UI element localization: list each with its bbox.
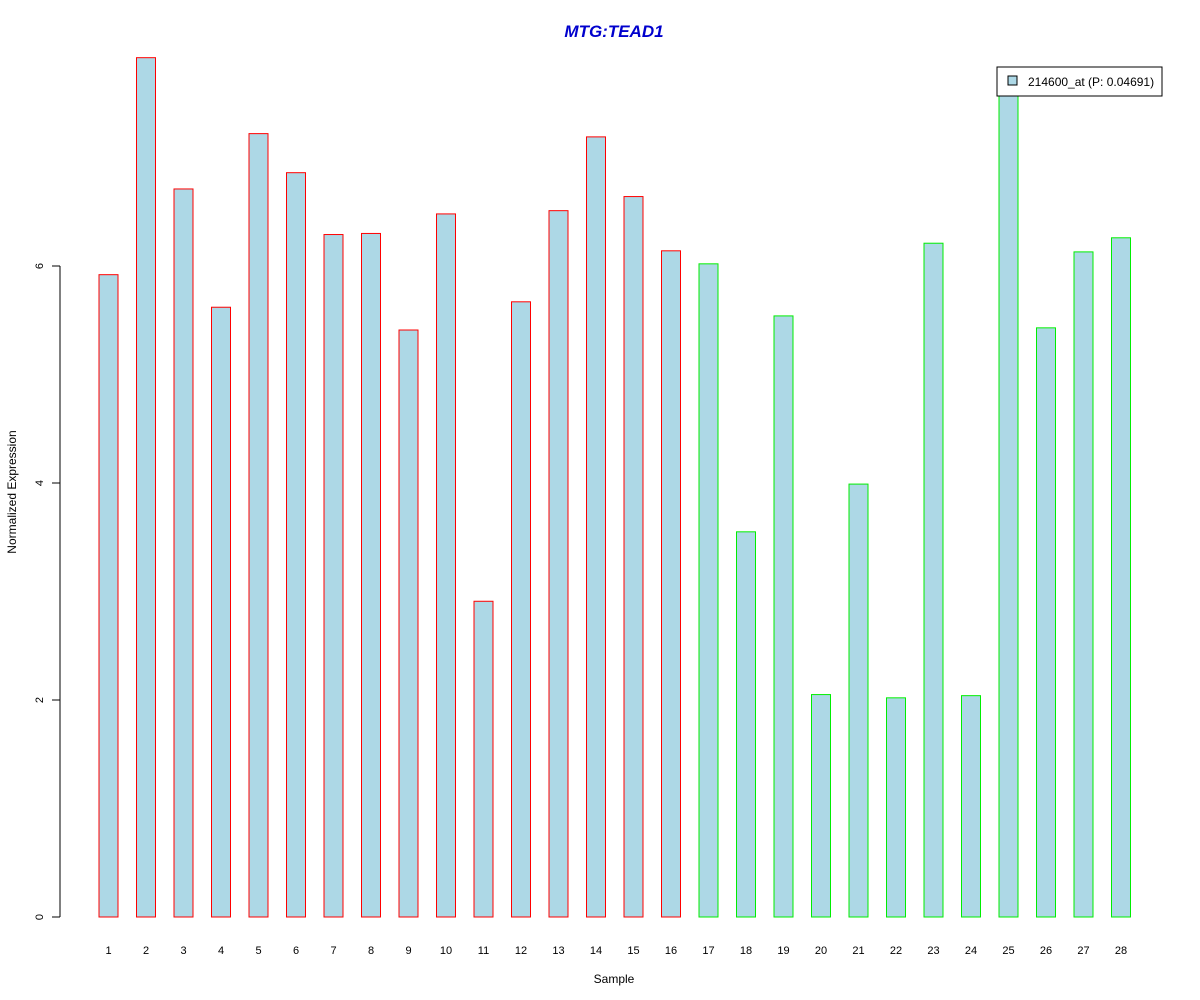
x-tick-label: 23 [927, 945, 939, 957]
x-tick-label: 18 [740, 945, 752, 957]
x-tick-label: 24 [965, 945, 977, 957]
bar-sample-12 [511, 301, 531, 918]
bar-sample-11 [473, 600, 494, 918]
bar-sample-6 [286, 172, 306, 918]
y-tick-label: 0 [34, 914, 46, 920]
bar-sample-23 [923, 242, 944, 918]
bar-sample-26 [1036, 327, 1056, 918]
bar-sample-4 [211, 306, 231, 918]
x-tick-label: 26 [1040, 945, 1052, 957]
x-tick-label: 25 [1002, 945, 1014, 957]
x-tick-label: 8 [368, 945, 374, 957]
bar-sample-27 [1073, 251, 1094, 918]
x-tick-label: 11 [478, 945, 489, 957]
x-tick-label: 28 [1115, 945, 1127, 957]
x-tick-label: 14 [590, 945, 602, 957]
bar-sample-5 [248, 133, 269, 918]
bar-sample-2 [136, 57, 156, 918]
legend-label: 214600_at (P: 0.04691) [1028, 75, 1154, 89]
x-tick-label: 20 [815, 945, 827, 957]
y-tick-label: 2 [34, 697, 46, 703]
bar-sample-16 [661, 250, 681, 918]
bar-sample-8 [361, 232, 381, 918]
x-tick-labels: 1 2 3 4 5 6 7 8 9 10 11 12 13 14 15 16 17 18 19 20 21 22 23 24 2… [105, 945, 1127, 957]
bar-sample-28 [1111, 237, 1131, 918]
bar-sample-20 [811, 694, 831, 918]
x-tick-label: 19 [777, 945, 789, 957]
bar-sample-13 [548, 210, 569, 918]
x-tick-label: 21 [852, 945, 864, 957]
x-axis-label: Sample [594, 972, 635, 986]
legend: 214600_at (P: 0.04691) [996, 66, 1163, 97]
bar-sample-14 [586, 136, 606, 918]
bar-sample-25 [998, 86, 1019, 918]
bar-sample-24 [961, 695, 981, 918]
x-tick-label: 17 [702, 945, 714, 957]
y-axis-label: Normalized Expression [5, 430, 19, 553]
x-tick-label: 6 [293, 945, 299, 957]
x-tick-label: 13 [552, 945, 564, 957]
x-tick-label: 3 [180, 945, 186, 957]
bar-sample-18 [736, 531, 756, 918]
legend-swatch [1007, 75, 1018, 86]
x-tick-label: 9 [405, 945, 411, 957]
x-tick-label: 16 [665, 945, 677, 957]
bar-sample-15 [623, 196, 644, 918]
y-tick-label: 6 [34, 263, 46, 269]
bar-sample-21 [848, 483, 869, 918]
chart-title: MTG:TEAD1 [564, 22, 663, 41]
x-tick-label: 1 [105, 945, 111, 957]
legend-box [996, 66, 1163, 97]
bar-sample-1 [98, 274, 119, 918]
bar-sample-7 [323, 234, 344, 918]
x-tick-label: 2 [143, 945, 149, 957]
x-tick-label: 5 [255, 945, 261, 957]
bar-sample-9 [398, 329, 419, 918]
bar-sample-3 [173, 188, 194, 918]
x-tick-label: 12 [515, 945, 527, 957]
x-tick-label: 15 [627, 945, 639, 957]
x-tick-label: 10 [440, 945, 452, 957]
x-tick-label: 4 [218, 945, 224, 957]
x-tick-label: 22 [890, 945, 902, 957]
x-tick-label: 27 [1077, 945, 1089, 957]
bar-sample-22 [886, 697, 906, 918]
x-tick-label: 7 [330, 945, 336, 957]
bar-sample-17 [698, 263, 719, 918]
y-axis: 0 2 4 6 [34, 263, 61, 920]
bar-sample-10 [436, 213, 456, 918]
y-tick-label: 4 [34, 480, 46, 486]
bars [98, 57, 1131, 918]
bar-sample-19 [773, 315, 794, 918]
